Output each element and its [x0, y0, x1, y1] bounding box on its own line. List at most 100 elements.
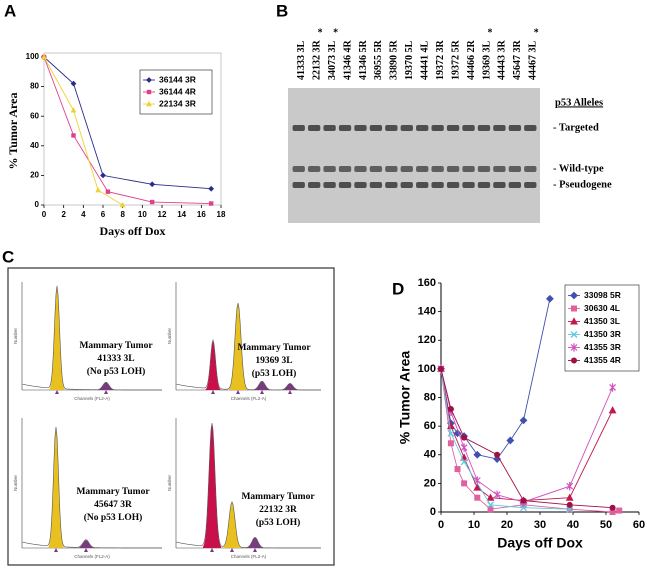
flow-outline: [175, 303, 322, 391]
lane-label: 34073 3L: [327, 41, 338, 81]
lane-label: 19370 5L: [404, 41, 415, 81]
x-tick-label: 12: [158, 210, 167, 219]
flow-x-label: Channels (FL2-A): [74, 554, 110, 559]
flow-outline: [175, 423, 322, 549]
gel-band: [446, 166, 460, 172]
flow-gate: [236, 390, 240, 394]
flow-gate: [55, 390, 59, 394]
gel-band: [338, 125, 352, 131]
flow-peak: [229, 303, 247, 390]
y-tick-label: 60: [30, 111, 39, 120]
flow-gate: [211, 390, 215, 394]
marker: [608, 406, 617, 414]
gel-band: [416, 125, 429, 131]
y-tick-label: 140: [418, 306, 436, 318]
marker: [566, 501, 573, 508]
y-axis-label: % Tumor Area: [6, 93, 20, 170]
gel-band: [369, 182, 383, 188]
marker: [149, 181, 156, 188]
marker: [565, 493, 574, 501]
x-tick-label: 0: [42, 210, 47, 219]
marker: [493, 490, 501, 500]
flow-x-label: Channels (FL2-A): [231, 554, 267, 559]
flow-gate: [253, 548, 257, 552]
marker: [570, 331, 578, 338]
flow-frame: [7, 267, 335, 566]
y-tick-label: 120: [418, 334, 436, 346]
lane-label: 19372 3R: [435, 40, 446, 81]
marker: [609, 509, 616, 515]
gel-band: [477, 182, 491, 188]
lane-label: 19372 5R: [450, 40, 461, 81]
band-label: - Wild-type: [553, 163, 604, 174]
x-tick-label: 14: [177, 210, 186, 219]
x-tick-label: 20: [501, 519, 513, 531]
x-tick-label: 16: [197, 210, 206, 219]
marker: [520, 497, 527, 504]
marker: [609, 383, 617, 392]
flow-peak: [77, 540, 95, 548]
lane-label: 44441 4L: [420, 41, 431, 81]
y-tick-label: 40: [424, 449, 436, 461]
marker: [616, 507, 623, 514]
flow-peak: [223, 502, 241, 548]
lane-label: 19369 3L: [481, 41, 492, 81]
lane-label: 45647 3R: [512, 40, 523, 81]
legend-box: [564, 284, 640, 372]
flow-outline: [21, 285, 163, 391]
marker: [447, 429, 455, 437]
marker: [571, 305, 577, 312]
lane-label: 41346 4R: [342, 40, 353, 81]
marker: [493, 455, 501, 463]
flow-peak: [246, 537, 264, 548]
gel-band: [323, 166, 336, 172]
marker: [546, 294, 554, 303]
gel-band: [508, 166, 522, 172]
flow-label: (No p53 LOH): [84, 512, 143, 523]
lane-star: *: [318, 27, 323, 38]
marker: [473, 450, 482, 459]
y-tick-label: 80: [424, 391, 436, 403]
marker: [494, 451, 501, 458]
flow-label: (p53 LOH): [256, 517, 301, 528]
panel-letter: C: [2, 247, 14, 266]
x-tick-label: 4: [81, 210, 86, 219]
marker: [447, 405, 454, 412]
gel-band: [508, 182, 522, 188]
gel: [288, 88, 540, 223]
flow-y-label: Number: [13, 475, 18, 492]
lane-label: 44467 3L: [528, 41, 539, 81]
marker: [149, 199, 155, 205]
marker: [454, 466, 461, 473]
gel-band: [416, 166, 429, 172]
legend-label: 36144 3R: [159, 74, 196, 84]
gel-band: [338, 166, 352, 172]
marker: [570, 317, 578, 325]
gel-band: [323, 125, 336, 131]
marker: [208, 201, 214, 206]
gel-band: [385, 182, 398, 188]
legend-label: 36144 4R: [159, 86, 196, 96]
flow-label: Mammary Tumor: [76, 487, 150, 497]
flow-outline: [21, 426, 163, 549]
marker: [474, 494, 481, 501]
lane-label: 44443 3R: [497, 40, 508, 81]
gel-band: [462, 125, 475, 131]
marker: [41, 53, 47, 60]
y-tick-label: 0: [35, 200, 40, 209]
marker: [146, 77, 152, 83]
flow-gate: [84, 548, 88, 552]
gel-band: [462, 182, 475, 188]
y-tick-label: 100: [26, 52, 40, 61]
gel-band: [431, 125, 444, 131]
x-tick-label: 60: [633, 519, 645, 531]
lane-star: *: [534, 27, 539, 38]
panel-letter: B: [276, 1, 288, 20]
gel-band: [354, 182, 367, 188]
marker: [487, 506, 494, 513]
marker: [461, 480, 468, 487]
gel-band: [431, 182, 444, 188]
flow-label: 22132 3R: [259, 505, 297, 515]
gel-band: [493, 125, 506, 131]
